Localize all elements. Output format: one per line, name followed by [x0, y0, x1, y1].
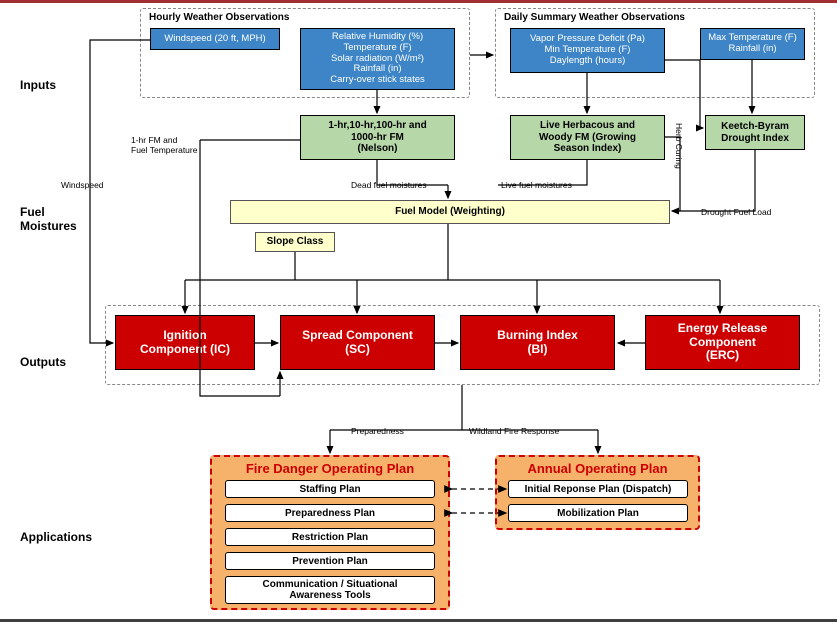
box-erc: Energy Release Component (ERC) [645, 315, 800, 370]
section-label-applications: Applications [20, 530, 92, 544]
section-label-inputs: Inputs [20, 78, 56, 92]
box-hourly-obs: Relative Humidity (%) Temperature (F) So… [300, 28, 455, 90]
section-label-fuel-moistures: Fuel Moistures [20, 205, 77, 233]
group-title-hourly: Hourly Weather Observations [149, 12, 289, 23]
box-windspeed: Windspeed (20 ft, MPH) [150, 28, 280, 50]
fdop-item-3: Prevention Plan [225, 552, 435, 570]
aop-item-1: Mobilization Plan [508, 504, 688, 522]
box-max-rain: Max Temperature (F) Rainfall (in) [700, 28, 805, 60]
box-daily-obs: Vapor Pressure Deficit (Pa) Min Temperat… [510, 28, 665, 73]
label-wfr: Wildland Fire Response [468, 426, 560, 436]
group-title-daily: Daily Summary Weather Observations [504, 12, 685, 23]
fdop-item-0: Staffing Plan [225, 480, 435, 498]
label-drought: Drought Fuel Load [700, 207, 772, 217]
box-kbdi: Keetch-Byram Drought Index [705, 115, 805, 150]
fdop-item-4: Communication / Situational Awareness To… [225, 576, 435, 604]
box-sc: Spread Component (SC) [280, 315, 435, 370]
label-dead: Dead fuel moistures [350, 180, 428, 190]
box-slope: Slope Class [255, 232, 335, 252]
fdop-item-2: Restriction Plan [225, 528, 435, 546]
top-divider [0, 0, 837, 3]
box-bi: Burning Index (BI) [460, 315, 615, 370]
label-windspeed: Windspeed [60, 180, 105, 190]
title-aop: Annual Operating Plan [497, 462, 698, 477]
box-nelson: 1-hr,10-hr,100-hr and 1000-hr FM (Nelson… [300, 115, 455, 160]
box-fuel-model: Fuel Model (Weighting) [230, 200, 670, 224]
label-onehr: 1-hr FM and Fuel Temperature [130, 135, 198, 155]
section-label-outputs: Outputs [20, 355, 66, 369]
label-live: Live fuel moistures [500, 180, 573, 190]
aop-item-0: Initial Reponse Plan (Dispatch) [508, 480, 688, 498]
box-ic: Ignition Component (IC) [115, 315, 255, 370]
fdop-item-1: Preparedness Plan [225, 504, 435, 522]
box-live-fm: Live Herbacous and Woody FM (Growing Sea… [510, 115, 665, 160]
label-prep: Preparedness [350, 426, 405, 436]
title-fdop: Fire Danger Operating Plan [212, 462, 448, 477]
label-herb: Herb Curing [673, 123, 685, 169]
